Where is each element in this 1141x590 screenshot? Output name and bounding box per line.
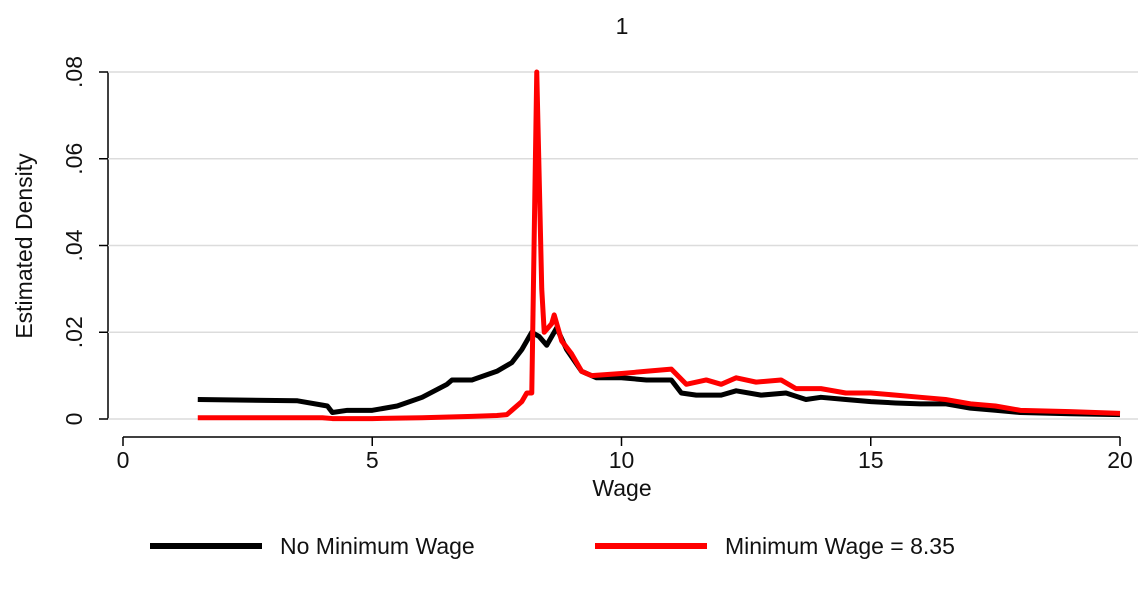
y-axis-title: Estimated Density (11, 153, 37, 339)
x-tick-label: 20 (1107, 447, 1133, 473)
x-axis-title: Wage (592, 475, 651, 501)
y-tick-label: 0 (61, 413, 87, 426)
y-tick-label: .04 (61, 229, 87, 261)
x-tick-label: 10 (609, 447, 635, 473)
series-line (197, 325, 1121, 418)
y-tick-label: .06 (61, 143, 87, 175)
x-tick-label: 5 (366, 447, 379, 473)
legend-label: Minimum Wage = 8.35 (725, 533, 955, 559)
chart-title: 1 (616, 13, 629, 39)
series-line (197, 69, 1121, 422)
y-tick-label: .02 (61, 316, 87, 348)
x-tick-label: 15 (858, 447, 884, 473)
y-tick-label: .08 (61, 56, 87, 88)
x-tick-label: 0 (117, 447, 130, 473)
legend-label: No Minimum Wage (280, 533, 475, 559)
